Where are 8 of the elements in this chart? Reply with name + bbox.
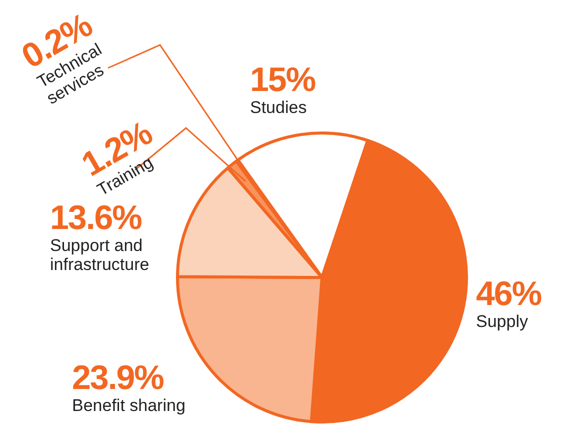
slice-label: Supply xyxy=(476,312,528,331)
slice-label: Support and infrastructure xyxy=(50,236,150,274)
data-label: 46% xyxy=(476,275,542,313)
data-label: 15% xyxy=(250,61,316,99)
data-label: 23.9% xyxy=(72,359,164,397)
data-label: 13.6% xyxy=(50,199,142,237)
slice-label: Studies xyxy=(250,98,307,117)
slice-label: Benefit sharing xyxy=(72,396,186,415)
